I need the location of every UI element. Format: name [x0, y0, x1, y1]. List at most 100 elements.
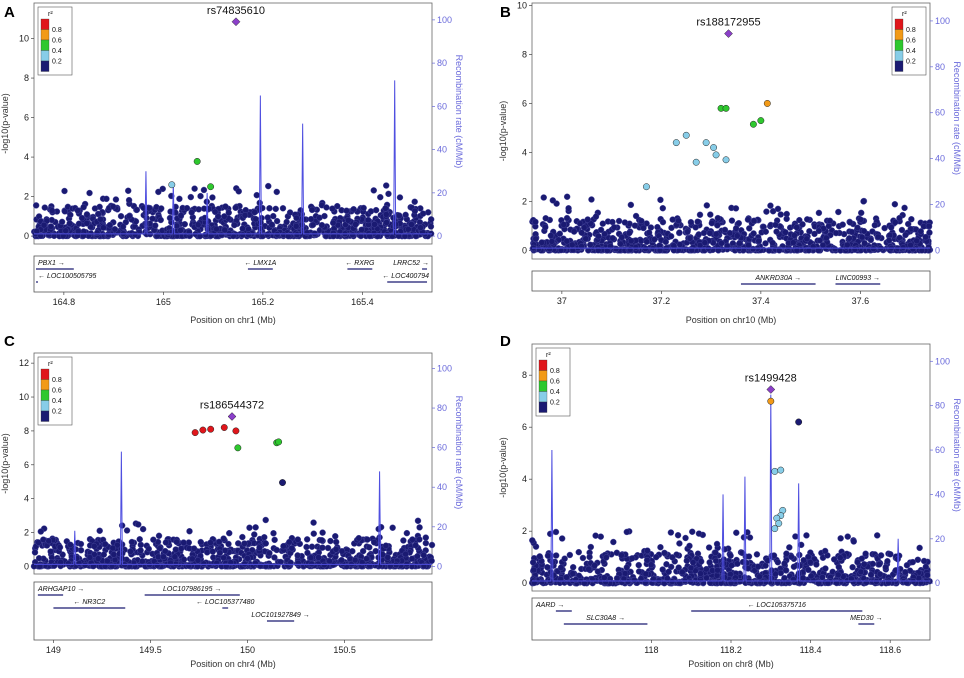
legend-label: 0.2 [52, 59, 62, 66]
snp-point [873, 578, 880, 585]
highlighted-snp [234, 444, 242, 452]
snp-point [755, 237, 762, 245]
highlighted-snp [191, 429, 199, 437]
snp-point [582, 235, 589, 242]
snp-point [355, 534, 362, 542]
snp-point [657, 544, 664, 551]
snp-point [273, 188, 280, 196]
snp-point [786, 544, 793, 551]
y2-tick-label: 100 [935, 16, 950, 26]
legend-swatch [40, 29, 50, 41]
snp-point [338, 556, 345, 564]
snp-point [561, 555, 568, 562]
snp-point [684, 228, 691, 235]
snp-point [563, 193, 571, 200]
x-tick-label: 37.2 [653, 296, 671, 306]
y2-tick-label: 20 [935, 534, 945, 544]
snp-point [876, 561, 883, 568]
legend-swatch [40, 60, 50, 72]
snp-point [661, 549, 668, 557]
snp-point [221, 213, 228, 220]
legend-label: 0.8 [906, 27, 916, 34]
snp-point [338, 548, 346, 555]
snp-point [382, 205, 389, 212]
snp-point [644, 547, 651, 554]
snp-point [550, 572, 557, 579]
y2-axis-label: Recombination rate (cM/Mb) [454, 55, 464, 169]
x-tick-label: 118.4 [800, 645, 822, 655]
snp-point [877, 552, 885, 559]
snp-point [251, 531, 258, 538]
snp-point [659, 566, 666, 573]
legend-label: 0.8 [52, 27, 62, 34]
snp-point [231, 221, 238, 229]
snp-point [155, 532, 163, 540]
snp-point [133, 206, 141, 214]
y-tick-label: 12 [19, 358, 29, 368]
snp-point [587, 241, 594, 248]
gene-track-frame [33, 255, 433, 293]
snp-point [262, 516, 269, 524]
y-tick-label: 8 [522, 370, 527, 380]
snp-point [687, 218, 695, 226]
snp-point [626, 229, 633, 237]
snp-point [807, 559, 814, 566]
snp-point [235, 188, 242, 195]
recombination-rate-line [34, 80, 432, 235]
snp-point [659, 218, 667, 226]
snp-point [245, 231, 252, 238]
snp-point [783, 210, 790, 218]
snp-point [61, 187, 68, 195]
snp-point [142, 220, 150, 227]
snp-point [668, 578, 676, 585]
snp-point [532, 235, 539, 243]
snp-point [409, 536, 416, 543]
snp-point [32, 202, 40, 209]
snp-point [782, 567, 790, 574]
snp-point [411, 198, 418, 205]
snp-point [575, 548, 582, 556]
snp-point [81, 561, 89, 569]
snp-point [773, 228, 780, 235]
snp-point [97, 216, 104, 223]
snp-point [288, 545, 296, 552]
legend-swatch [538, 380, 548, 392]
gene-track: PBX1 → ← LOC100505795 ← LMX1A ← RXRG LRRC52 … [33, 255, 433, 293]
snp-point [617, 240, 624, 248]
snp-point [232, 204, 239, 212]
snp-point [813, 561, 820, 568]
snp-point [835, 563, 843, 571]
snp-point [774, 579, 781, 586]
snp-point [627, 237, 635, 245]
x-axis-label: Position on chr4 (Mb) [190, 659, 276, 669]
snp-point [428, 557, 435, 565]
snp-point [540, 194, 547, 201]
snp-point [612, 245, 620, 253]
x-axis-label: Position on chr8 (Mb) [688, 659, 774, 669]
snp-point [80, 203, 87, 211]
snp-point [628, 555, 636, 562]
snp-point [867, 571, 875, 578]
plot-frame [33, 2, 433, 245]
snp-point [405, 226, 412, 233]
y-axis-label: -log10(p-value) [498, 437, 508, 498]
snp-point [762, 228, 769, 235]
snp-point [735, 245, 743, 253]
legend-swatch [894, 18, 904, 30]
snp-point [790, 563, 798, 570]
snp-point [907, 241, 914, 249]
snp-point [803, 532, 810, 539]
snp-point [310, 530, 317, 537]
snp-point [613, 575, 621, 582]
snp-point [357, 232, 365, 240]
y2-axis-label: Recombination rate (cM/Mb) [454, 396, 464, 510]
snp-point [294, 552, 301, 559]
snp-point [908, 216, 915, 223]
snp-point [358, 226, 365, 233]
snp-point [47, 223, 55, 230]
snp-point [213, 559, 220, 567]
snp-point [270, 212, 277, 220]
snp-point [216, 549, 224, 557]
snp-point [428, 541, 436, 549]
